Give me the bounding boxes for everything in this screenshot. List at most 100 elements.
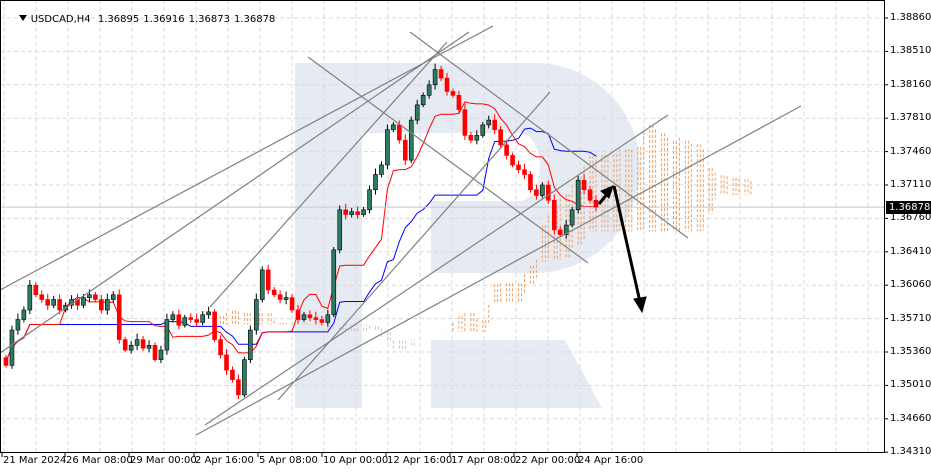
bull-candle-body xyxy=(367,189,372,211)
bear-candle-body xyxy=(522,169,527,175)
candle xyxy=(540,182,545,198)
arrow-down-head-icon xyxy=(633,296,647,314)
candle xyxy=(99,295,104,314)
candle xyxy=(307,310,313,322)
bull-candle-body xyxy=(248,329,253,360)
y-tick-label: 1.38510 xyxy=(890,45,931,57)
y-tick-label: 1.38160 xyxy=(890,78,931,90)
candle xyxy=(75,293,80,310)
bear-candle-body xyxy=(224,354,229,371)
candle xyxy=(391,122,396,132)
candle xyxy=(468,131,474,144)
candle xyxy=(152,342,158,362)
bull-candle-body xyxy=(379,164,384,175)
candle xyxy=(277,290,283,304)
bull-candle-body xyxy=(200,314,205,323)
candle xyxy=(39,290,45,304)
bear-candle-body xyxy=(188,317,194,320)
candle xyxy=(432,63,438,90)
candle xyxy=(575,175,581,214)
bear-candle-body xyxy=(492,119,497,130)
kijun-sen-line xyxy=(5,127,597,362)
bull-candle-body xyxy=(432,69,438,86)
bear-candle-body xyxy=(122,339,128,351)
bull-candle-body xyxy=(373,174,378,191)
trendline xyxy=(307,56,589,264)
candle xyxy=(289,293,295,313)
bull-candle-body xyxy=(242,359,247,396)
candle xyxy=(522,163,527,180)
candle xyxy=(188,313,194,324)
y-tick-label: 1.34310 xyxy=(890,446,931,458)
candle xyxy=(510,152,515,168)
bear-candle-body xyxy=(176,314,182,326)
bear-candle-body xyxy=(450,91,456,96)
candle xyxy=(534,184,539,200)
bear-candle-body xyxy=(504,144,509,156)
bear-candle-body xyxy=(99,299,104,311)
bear-candle-body xyxy=(45,299,51,306)
candle xyxy=(325,309,331,327)
bear-candle-body xyxy=(307,314,313,318)
bear-candle-body xyxy=(355,211,360,215)
trendline xyxy=(0,31,470,354)
dropdown-triangle-icon[interactable] xyxy=(18,15,27,21)
trendline xyxy=(209,41,448,308)
plot-frame xyxy=(0,0,885,453)
candle xyxy=(587,186,593,204)
x-tick-label: 22 Apr 00:00 xyxy=(515,455,581,466)
bull-candle-body xyxy=(420,94,426,106)
candle xyxy=(414,99,420,125)
symbol-timeframe: USDCAD,H4 xyxy=(30,14,91,25)
bull-candle-body xyxy=(408,119,414,161)
bull-candle-body xyxy=(254,299,259,331)
bull-candle-body xyxy=(486,119,492,126)
bear-candle-body xyxy=(212,311,217,340)
bear-candle-body xyxy=(218,339,223,356)
candle xyxy=(426,80,432,99)
x-tick-label: 29 Mar 00:00 xyxy=(130,455,197,466)
bear-candle-body xyxy=(468,135,474,141)
candle xyxy=(230,366,235,383)
candle xyxy=(504,139,509,160)
candle xyxy=(593,195,599,212)
bear-candle-body xyxy=(33,284,39,296)
candle xyxy=(283,291,289,305)
x-tick-label: 5 Apr 08:00 xyxy=(259,455,318,466)
high-value: 1.36916 xyxy=(143,14,185,25)
bear-candle-body xyxy=(402,139,408,161)
bull-candle-body xyxy=(426,84,432,96)
bear-candle-body xyxy=(557,229,563,235)
candle xyxy=(116,289,122,344)
bull-candle-body xyxy=(105,299,110,311)
bull-candle-body xyxy=(575,179,581,211)
bear-candle-body xyxy=(319,319,325,323)
bear-candle-body xyxy=(57,299,62,311)
bull-candle-body xyxy=(164,319,170,351)
bear-candle-body xyxy=(456,94,462,110)
bull-candle-body xyxy=(21,309,27,320)
bear-candle-body xyxy=(587,189,593,201)
bear-candle-body xyxy=(194,319,200,323)
bull-candle-body xyxy=(361,209,366,215)
bear-candle-body xyxy=(551,199,557,231)
bull-candle-body xyxy=(349,211,354,215)
candle xyxy=(33,282,39,298)
bull-candle-body xyxy=(51,299,56,306)
candle xyxy=(331,247,337,318)
candle xyxy=(122,336,128,353)
bull-candle-body xyxy=(569,209,575,226)
bull-candle-body xyxy=(259,269,265,300)
bear-candle-body xyxy=(116,294,122,340)
bull-candle-body xyxy=(9,329,15,366)
y-tick-label: 1.36760 xyxy=(890,212,931,224)
bear-candle-body xyxy=(289,297,295,311)
candle xyxy=(361,206,366,217)
candle xyxy=(259,266,265,303)
close-value: 1.36878 xyxy=(233,14,276,25)
trendline xyxy=(277,91,551,401)
bear-candle-body xyxy=(230,369,235,380)
bull-candle-body xyxy=(385,129,390,166)
